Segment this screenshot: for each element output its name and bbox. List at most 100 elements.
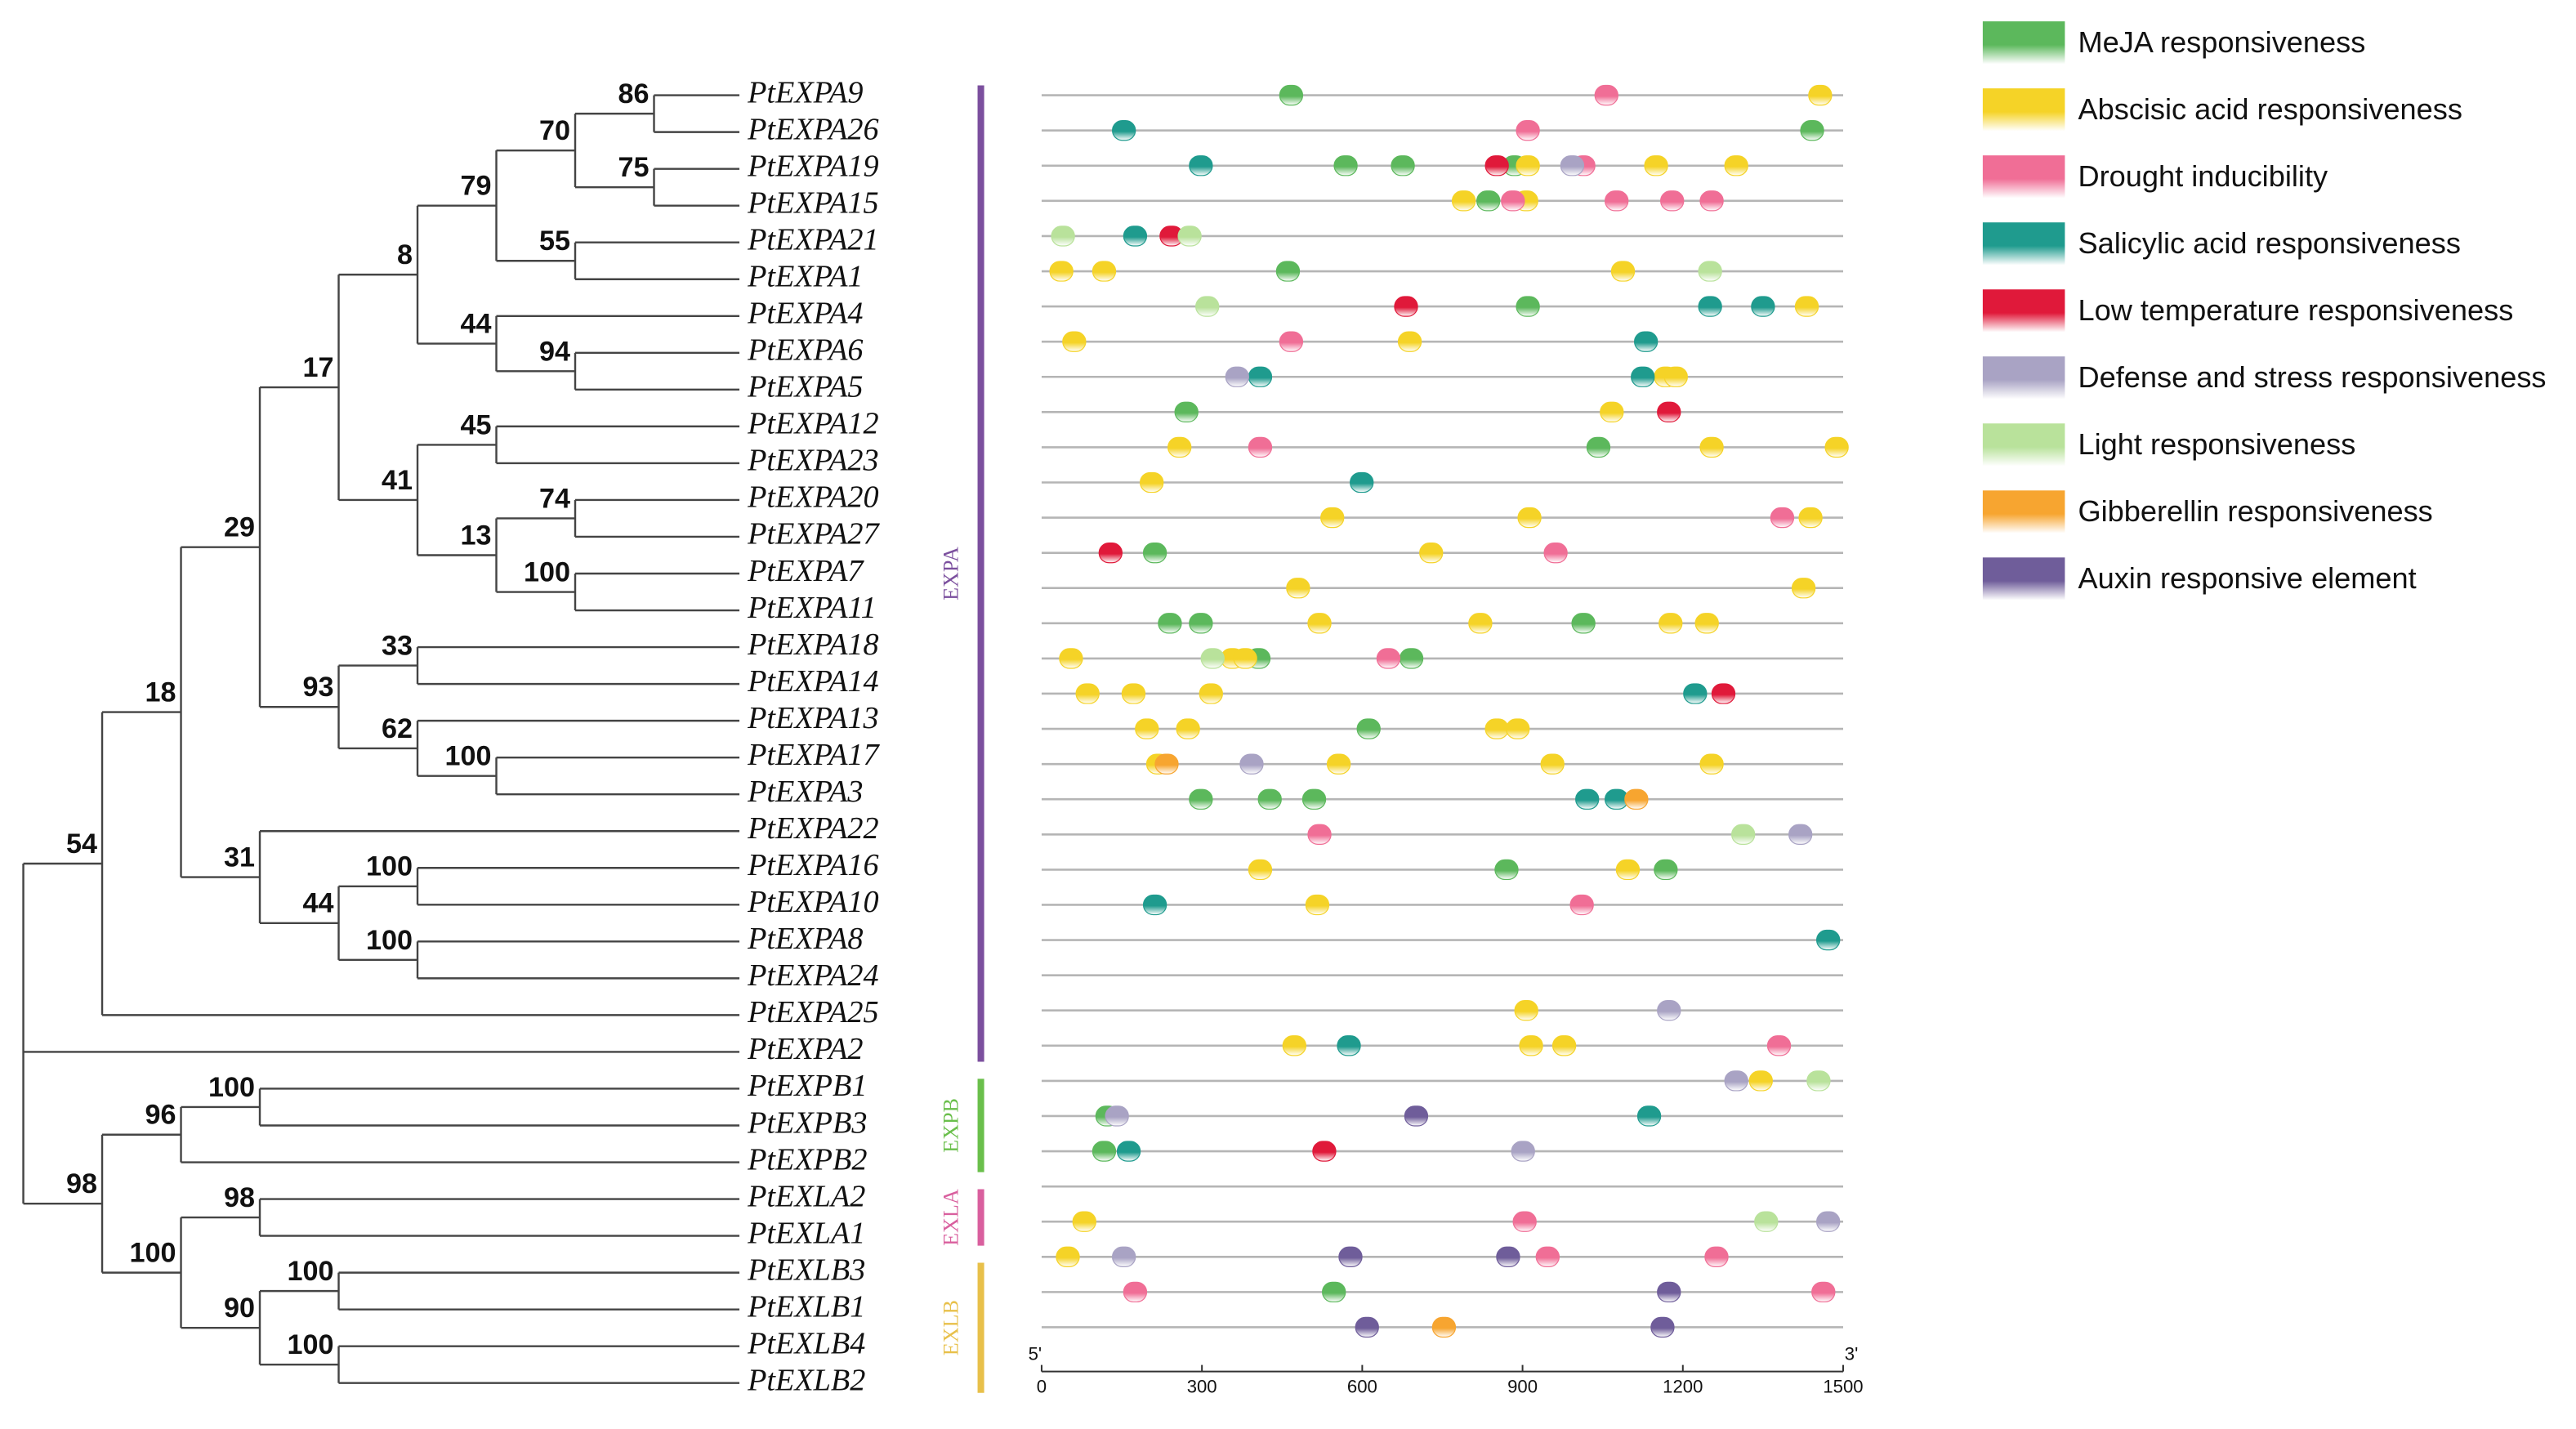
cis-element [1788,824,1813,845]
cis-element [1135,718,1159,739]
cis-element [1301,788,1327,810]
cis-element [1195,296,1220,317]
gene-label: PtEXPA19 [747,149,879,183]
cis-element [1092,261,1117,282]
bootstrap-label: 29 [224,512,255,543]
bootstrap-label: 96 [145,1100,176,1131]
cis-element [1282,1035,1306,1056]
cis-element [1468,613,1493,634]
cis-element [1698,261,1722,282]
cis-element [1811,1281,1836,1303]
gene-label: PtEXPA8 [747,922,863,956]
bootstrap-label: 41 [382,465,413,496]
bootstrap-label: 90 [224,1293,255,1324]
cis-element [1683,683,1708,704]
cis-element [1816,929,1841,951]
gene-label: PtEXPA18 [747,627,879,662]
cis-element [1516,296,1540,317]
cis-element [1543,542,1568,564]
cis-element [1098,542,1123,564]
cis-element [1279,331,1304,352]
cis-element [1356,718,1381,739]
cis-element [1610,261,1636,282]
gene-label: PtEXLB1 [747,1289,865,1324]
cis-element [1704,1246,1729,1267]
bootstrap-label: 100 [287,1329,333,1360]
cis-element [1307,824,1332,845]
cis-element [1636,1105,1662,1127]
legend-label: Low temperature responsiveness [2078,293,2513,327]
bootstrap-label: 55 [539,226,570,257]
cis-element [1816,1211,1841,1232]
bootstrap-label: 94 [539,336,570,367]
cis-element [1624,788,1649,810]
cis-element [1512,1211,1537,1232]
cis-element [1600,401,1624,423]
legend-label: Light responsiveness [2078,427,2355,461]
bootstrap-label: 45 [460,409,491,440]
cis-element [1397,331,1422,352]
gene-label: PtEXPA21 [747,222,879,257]
cis-element [1305,894,1330,916]
cis-element [1657,401,1681,423]
legend-swatch [1982,423,2065,467]
gene-label: PtEXPA4 [747,297,863,331]
bootstrap-label: 70 [539,115,570,146]
legend-label: Abscisic acid responsiveness [2078,92,2462,126]
legend-label: Auxin responsive element [2078,561,2416,595]
cis-element [1633,331,1659,352]
cis-element [1754,1211,1779,1232]
cis-element [1072,1211,1096,1232]
x-tick-label: 600 [1347,1377,1377,1397]
gene-label: PtEXPA6 [747,333,863,368]
cis-element [1350,471,1374,493]
bootstrap-label: 62 [382,713,413,744]
cis-element [1121,683,1146,704]
cis-element [1699,190,1724,212]
cis-element [1484,718,1509,739]
cis-element [1312,1141,1337,1162]
cis-element [1059,648,1083,669]
three-prime-label: 3' [1845,1343,1859,1364]
legend-swatch [1982,490,2065,534]
cis-element [1355,1316,1379,1338]
cis-element [1824,436,1849,458]
bootstrap-label: 100 [444,741,491,772]
cis-element [1751,296,1775,317]
cis-element [1123,1281,1148,1303]
cis-element [1116,1141,1141,1162]
cis-element [1111,1246,1136,1267]
cis-element [1419,542,1444,564]
cis-element [1394,296,1418,317]
cis-element [1511,1141,1535,1162]
cis-element [1200,648,1225,669]
gene-label: PtEXPA13 [747,701,879,735]
cis-element [1654,859,1678,881]
group-label: EXPA [939,547,962,601]
gene-label: PtEXPA9 [747,75,863,109]
cis-element [1174,401,1199,423]
bootstrap-label: 79 [460,171,491,202]
bootstrap-label: 100 [366,851,413,882]
cis-element [1248,859,1273,881]
gene-label: PtEXPA2 [747,1032,863,1066]
cis-element [1275,261,1301,282]
cis-element [1657,1281,1681,1303]
cis-element [1177,226,1202,247]
gene-label: PtEXPA17 [747,738,880,772]
cis-element [1514,1000,1538,1021]
legend-label: Drought inducibility [2078,159,2328,193]
cis-element [1594,84,1618,106]
cis-element [1051,226,1075,247]
bootstrap-label: 17 [302,352,333,383]
gene-label: PtEXPA14 [747,664,879,699]
cis-element [1516,155,1540,176]
cis-element [1233,648,1257,669]
cis-element [1225,366,1249,387]
cis-element [1770,507,1795,529]
cis-element [1791,578,1816,599]
x-tick-label: 300 [1187,1377,1217,1397]
gene-label: PtEXLA1 [747,1216,865,1250]
